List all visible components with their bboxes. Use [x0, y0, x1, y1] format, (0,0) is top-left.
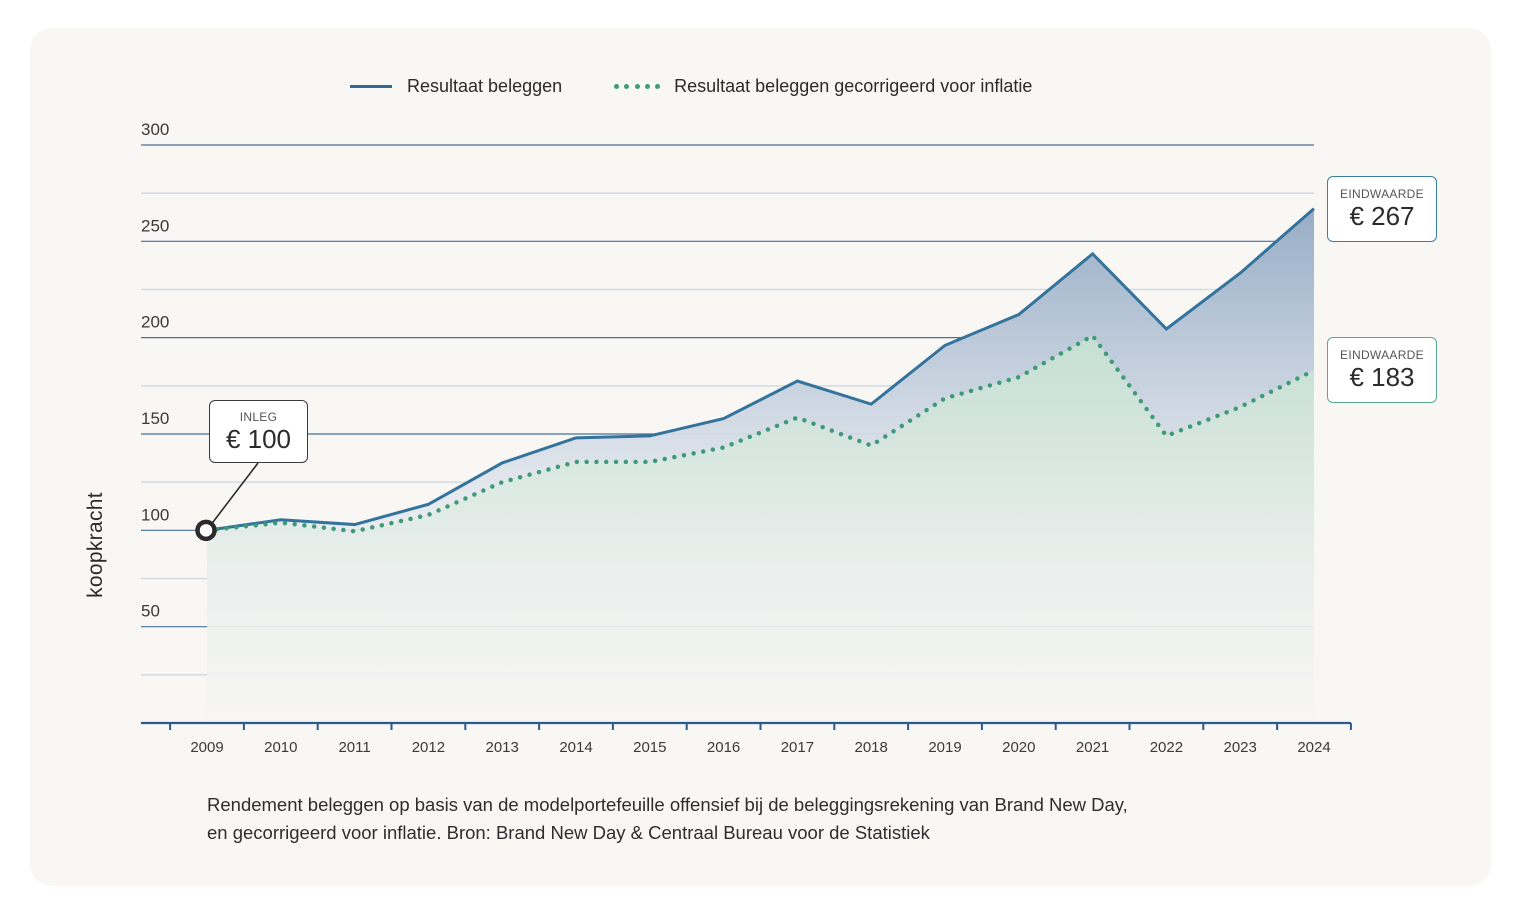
line-real-dotted	[204, 332, 1317, 534]
x-tick-label: 2022	[1150, 739, 1183, 756]
x-tick-label: 2010	[264, 739, 297, 756]
line-nominal	[206, 207, 1315, 532]
x-tick-label: 2015	[633, 739, 666, 756]
x-tick-label: 2017	[781, 739, 814, 756]
x-tick-label: 2013	[486, 739, 519, 756]
y-tick-label: 150	[141, 409, 169, 428]
x-tick-label: 2016	[707, 739, 740, 756]
legend-label-nominal: Resultaat beleggen	[407, 76, 563, 96]
x-tick-label: 2009	[190, 739, 223, 756]
x-tick-label: 2014	[559, 739, 592, 756]
chart-caption: Rendement beleggen op basis van de model…	[207, 791, 1128, 847]
x-axis	[141, 721, 1352, 730]
end-nominal-value: € 267	[1349, 201, 1415, 231]
area-real	[207, 335, 1314, 723]
y-tick-label: 300	[141, 120, 169, 139]
legend-item-nominal: Resultaat beleggen	[350, 76, 562, 97]
legend-item-real: Resultaat beleggen gecorrigeerd voor inf…	[614, 76, 1032, 97]
start-callout-value: € 100	[225, 424, 292, 454]
y-tick-label: 200	[141, 313, 169, 332]
x-tick-label: 2012	[412, 739, 445, 756]
end-nominal-callout: EINDWAARDE € 267	[1327, 176, 1437, 242]
start-callout-leader	[211, 462, 259, 524]
end-real-value: € 183	[1349, 362, 1415, 392]
end-nominal-caption: EINDWAARDE	[1340, 187, 1424, 201]
dotted-line-icon	[614, 84, 661, 90]
y-tick-labels: 50 100 150 200 250 300	[141, 120, 169, 621]
x-tick-label: 2018	[855, 739, 888, 756]
solid-line-icon	[350, 85, 392, 88]
x-tick-label: 2021	[1076, 739, 1109, 756]
x-tick-label: 2023	[1224, 739, 1257, 756]
caption-line-2: en gecorrigeerd voor inflatie. Bron: Bra…	[207, 822, 930, 843]
x-tick-label: 2024	[1297, 739, 1330, 756]
legend-label-real: Resultaat beleggen gecorrigeerd voor inf…	[674, 76, 1033, 96]
y-axis-label: koopkracht	[84, 492, 107, 598]
start-callout: INLEG € 100	[209, 400, 308, 463]
x-tick-labels: 2009 2010 2011 2012 2013 2014 2015 2016 2017 2018…	[190, 739, 1330, 756]
start-callout-caption: INLEG	[239, 410, 278, 424]
end-real-caption: EINDWAARDE	[1340, 348, 1424, 362]
end-real-callout: EINDWAARDE € 183	[1327, 337, 1437, 403]
caption-line-1: Rendement beleggen op basis van de model…	[207, 794, 1128, 815]
y-tick-label: 100	[141, 505, 169, 524]
area-fills	[207, 208, 1314, 723]
legend: Resultaat beleggen Resultaat beleggen ge…	[350, 76, 1084, 97]
x-tick-label: 2019	[928, 739, 961, 756]
series-lines	[204, 207, 1317, 534]
x-tick-label: 2020	[1002, 739, 1035, 756]
markers	[195, 208, 1315, 542]
x-tick-label: 2011	[338, 739, 370, 756]
y-tick-label: 50	[141, 602, 160, 621]
start-point-ring-icon	[195, 519, 217, 542]
y-tick-label: 250	[141, 216, 169, 235]
